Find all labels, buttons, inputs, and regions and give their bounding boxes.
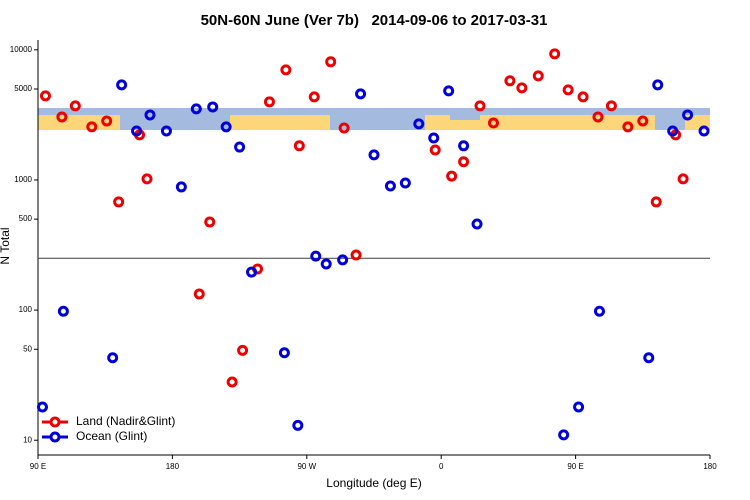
point	[86, 121, 98, 133]
x-tick-label: 180	[703, 462, 717, 471]
point	[698, 125, 710, 137]
point	[113, 196, 125, 208]
point	[226, 376, 238, 388]
point	[280, 64, 292, 76]
y-tick-label: 1000	[14, 175, 32, 184]
point	[56, 111, 68, 123]
point	[278, 347, 290, 359]
point	[592, 111, 604, 123]
y-tick-label: 100	[19, 305, 33, 314]
point	[204, 216, 216, 228]
point	[337, 254, 349, 266]
point	[622, 121, 634, 133]
point	[458, 156, 470, 168]
y-tick-label: 5000	[14, 84, 32, 93]
point	[39, 90, 51, 102]
point	[549, 48, 561, 60]
point	[107, 352, 119, 364]
point	[643, 352, 655, 364]
point	[220, 121, 232, 133]
point	[263, 96, 275, 108]
point	[458, 140, 470, 152]
legend-label: Land (Nadir&Glint)	[76, 414, 175, 428]
legend-marker	[49, 431, 61, 443]
point	[677, 173, 689, 185]
point	[237, 344, 249, 356]
point	[577, 91, 589, 103]
point	[413, 118, 425, 130]
point	[504, 75, 516, 87]
point	[605, 100, 617, 112]
point	[355, 88, 367, 100]
point	[573, 401, 585, 413]
point	[141, 173, 153, 185]
point	[471, 218, 483, 230]
point	[308, 91, 320, 103]
point	[429, 144, 441, 156]
point	[36, 401, 48, 413]
x-tick-label: 90 E	[30, 462, 46, 471]
point	[637, 115, 649, 127]
point	[446, 170, 458, 182]
point	[516, 82, 528, 94]
point	[384, 180, 396, 192]
map-strip	[38, 108, 710, 130]
point	[160, 125, 172, 137]
point	[193, 288, 205, 300]
point	[116, 79, 128, 91]
point	[144, 109, 156, 121]
point	[593, 305, 605, 317]
x-tick-label: 180	[166, 462, 180, 471]
point	[69, 100, 81, 112]
y-tick-label: 500	[19, 214, 33, 223]
legend-label: Ocean (Glint)	[76, 429, 147, 443]
point	[350, 249, 362, 261]
point	[246, 266, 258, 278]
point	[562, 84, 574, 96]
point	[190, 103, 202, 115]
point	[474, 100, 486, 112]
point	[320, 258, 332, 270]
point	[399, 177, 411, 189]
point	[234, 141, 246, 153]
point	[293, 140, 305, 152]
point	[667, 125, 679, 137]
point	[101, 115, 113, 127]
x-axis-label: Longitude (deg E)	[326, 476, 421, 490]
point	[650, 196, 662, 208]
point	[310, 250, 322, 262]
x-tick-label: 90 E	[567, 462, 583, 471]
y-tick-label: 10	[23, 435, 32, 444]
point	[325, 56, 337, 68]
point	[338, 122, 350, 134]
point	[682, 109, 694, 121]
x-tick-label: 0	[439, 462, 444, 471]
point	[487, 117, 499, 129]
point	[57, 305, 69, 317]
x-tick-label: 90 W	[297, 462, 316, 471]
point	[443, 85, 455, 97]
y-tick-label: 10000	[10, 45, 33, 54]
y-tick-label: 50	[23, 344, 32, 353]
point	[131, 125, 143, 137]
legend-marker	[49, 416, 61, 428]
point	[175, 181, 187, 193]
chart-title: 50N-60N June (Ver 7b) 2014-09-06 to 2017…	[201, 12, 548, 29]
point	[532, 70, 544, 82]
point	[428, 132, 440, 144]
point	[207, 101, 219, 113]
point	[558, 429, 570, 441]
point	[652, 79, 664, 91]
y-axis-label: N Total	[0, 227, 12, 264]
point	[292, 419, 304, 431]
point	[368, 149, 380, 161]
